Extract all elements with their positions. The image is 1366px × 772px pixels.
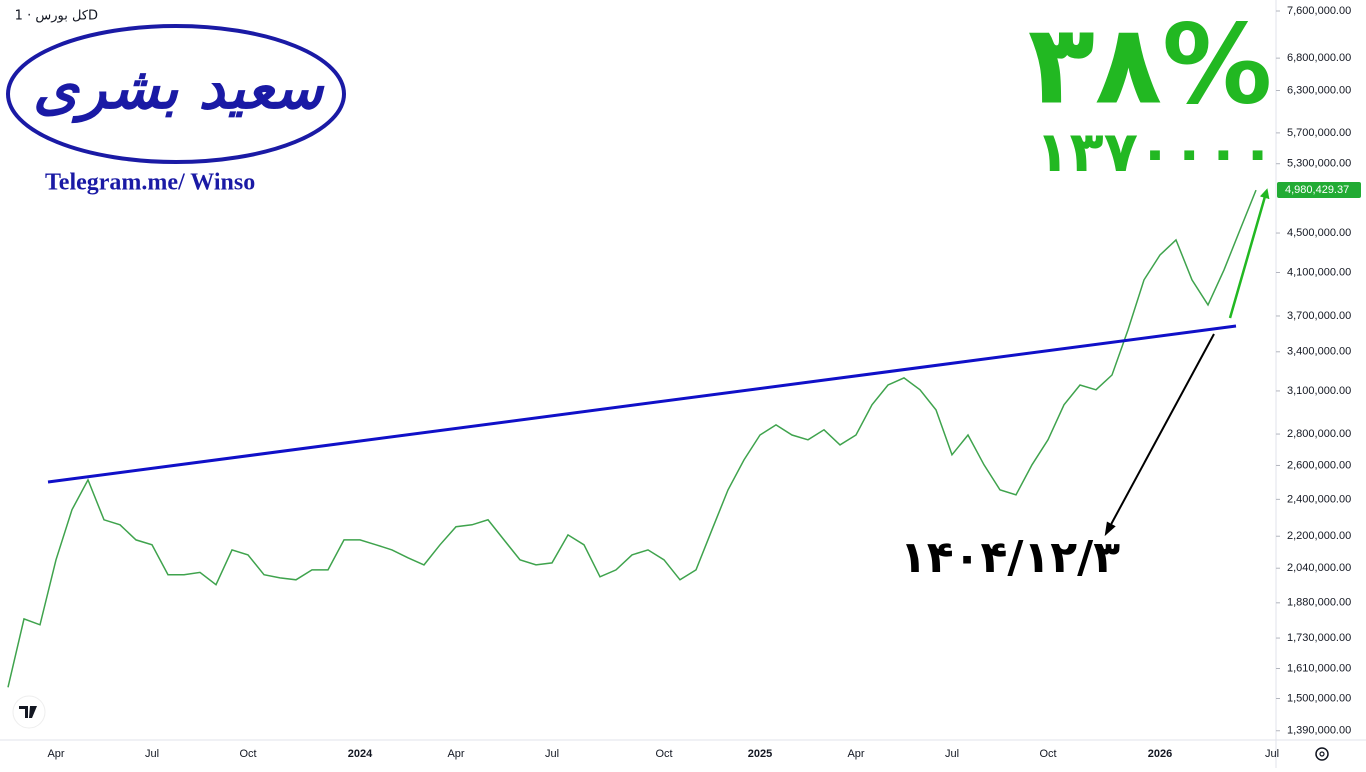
percent-annotation: ۳۸% [1028, 0, 1273, 128]
logo-link: Telegram.me/ Winso [45, 170, 255, 196]
x-tick-label: Jul [1265, 748, 1279, 760]
chart-title: کل بورس · 1D [15, 9, 98, 24]
y-tick-label: 7,600,000.00 [1287, 5, 1351, 17]
x-tick-label: Oct [239, 748, 256, 760]
logo-ellipse [6, 24, 346, 164]
last-price-label: 4,980,429.37 [1285, 184, 1349, 196]
y-tick-label: 1,390,000.00 [1287, 725, 1351, 737]
y-tick-label: 3,400,000.00 [1287, 346, 1351, 358]
x-tick-label: Apr [47, 748, 64, 760]
y-tick-label: 1,880,000.00 [1287, 597, 1351, 609]
x-tick-label: Jul [145, 748, 159, 760]
y-tick-label: 2,600,000.00 [1287, 459, 1351, 471]
date-annotation: ۱۴۰۴/۱۲/۳ [900, 532, 1120, 583]
x-tick-label: Apr [847, 748, 864, 760]
y-tick-label: 4,100,000.00 [1287, 266, 1351, 278]
y-tick-label: 3,700,000.00 [1287, 310, 1351, 322]
x-tick-label: Jul [545, 748, 559, 760]
settings-icon[interactable] [1315, 747, 1329, 761]
y-tick-label: 1,500,000.00 [1287, 692, 1351, 704]
x-tick-label: Apr [447, 748, 464, 760]
y-tick-label: 2,200,000.00 [1287, 530, 1351, 542]
x-tick-label: 2025 [748, 748, 772, 760]
price-line [7, 189, 1257, 688]
y-tick-label: 1,730,000.00 [1287, 632, 1351, 644]
up-arrow [1228, 188, 1270, 319]
x-tick-label: 2026 [1148, 748, 1172, 760]
y-tick-label: 3,100,000.00 [1287, 385, 1351, 397]
logo-name: سعید بشری [33, 54, 325, 124]
trend-line [47, 324, 1237, 484]
y-tick-label: 2,400,000.00 [1287, 493, 1351, 505]
plot-area [7, 189, 1257, 688]
y-tick-label: 5,700,000.00 [1287, 127, 1351, 139]
y-tick-label: 5,300,000.00 [1287, 158, 1351, 170]
points-annotation: ۱۳۷۰۰۰۰ [1035, 120, 1274, 185]
y-tick-label: 6,800,000.00 [1287, 52, 1351, 64]
y-tick-label: 4,500,000.00 [1287, 227, 1351, 239]
date-arrow [1104, 333, 1215, 537]
y-tick-label: 1,610,000.00 [1287, 662, 1351, 674]
y-tick-label: 6,300,000.00 [1287, 84, 1351, 96]
x-tick-label: Oct [1039, 748, 1056, 760]
last-price-box [1277, 182, 1361, 199]
x-tick-label: Oct [655, 748, 672, 760]
y-tick-label: 2,800,000.00 [1287, 428, 1351, 440]
x-tick-label: 2024 [348, 748, 373, 760]
tv-logo [12, 695, 46, 729]
x-tick-label: Jul [945, 748, 959, 760]
y-tick-label: 2,040,000.00 [1287, 562, 1351, 574]
